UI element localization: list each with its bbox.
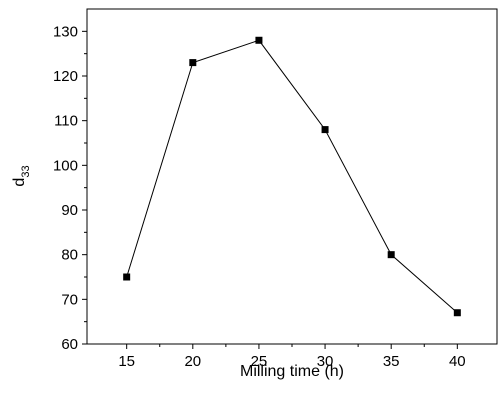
data-point (123, 273, 131, 281)
x-tick-label: 25 (251, 353, 268, 370)
data-point (453, 309, 461, 317)
data-point (189, 59, 197, 67)
x-tick-label: 15 (118, 353, 135, 370)
y-tick-label: 110 (54, 113, 78, 130)
x-axis: 15 20 25 30 35 40 (118, 344, 466, 370)
x-tick-label: 20 (184, 353, 201, 370)
y-tick-label: 120 (53, 68, 78, 85)
data-point (255, 36, 263, 44)
y-axis-label-subscript: 33 (20, 165, 32, 177)
y-tick-label: 80 (61, 247, 78, 264)
series (123, 36, 461, 317)
data-point (321, 126, 329, 134)
x-tick-label: 40 (449, 353, 466, 370)
series-line (126, 39, 458, 314)
y-axis: 60 70 80 90 100 110 120 130 (53, 23, 87, 353)
x-axis-label: Milling time (h) (240, 363, 344, 380)
y-axis-label-main: d (11, 178, 28, 187)
x-tick-label: 35 (383, 353, 400, 370)
y-tick-label: 90 (61, 202, 78, 219)
y-tick-label: 70 (61, 291, 78, 308)
y-axis-label: d33 (11, 165, 32, 186)
data-point (387, 251, 395, 259)
y-tick-label: 100 (53, 157, 78, 174)
x-tick-label: 30 (317, 353, 334, 370)
y-tick-label: 130 (53, 23, 78, 40)
y-tick-label: 60 (61, 336, 78, 353)
